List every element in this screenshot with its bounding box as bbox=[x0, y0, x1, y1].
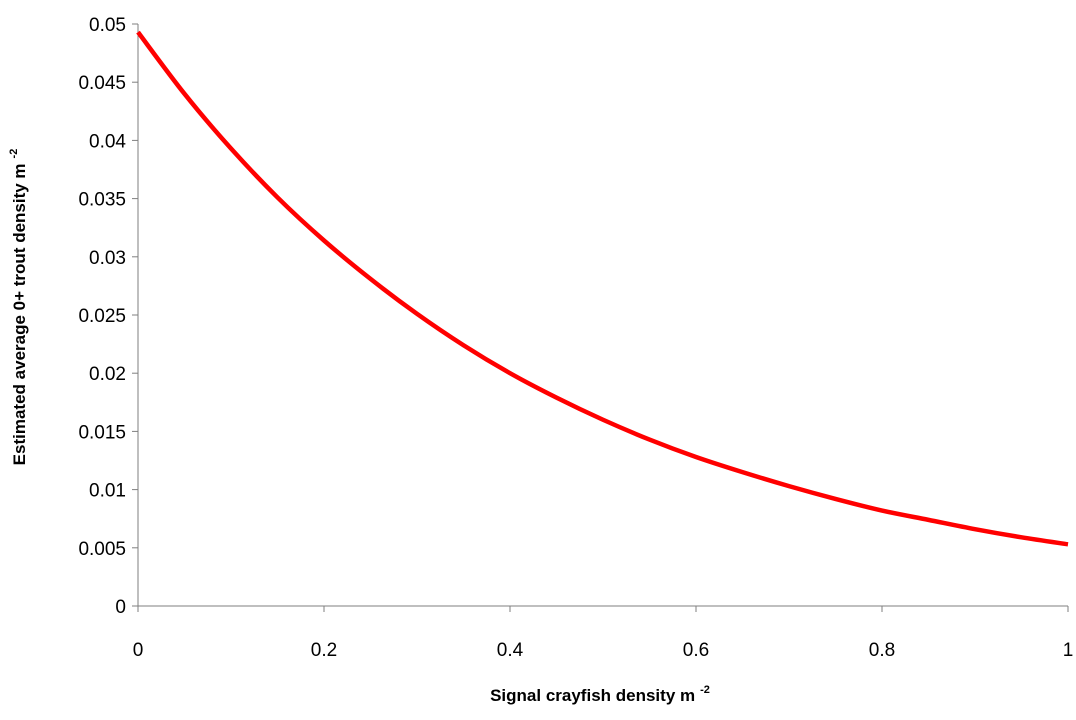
y-tick-label: 0.025 bbox=[78, 306, 126, 327]
y-axis: 0 0.005 0.01 0.015 0.02 0.025 0.03 0.035 0.04 0.0… bbox=[78, 15, 139, 618]
y-tick-label: 0.03 bbox=[89, 248, 126, 269]
y-axis-title-superscript: -2 bbox=[8, 149, 20, 159]
y-tick-label: 0 bbox=[115, 597, 126, 618]
x-axis: 0 0.2 0.4 0.6 0.8 1 bbox=[133, 605, 1074, 661]
y-tick-label: 0.02 bbox=[89, 364, 126, 385]
y-axis-title-text: Estimated average 0+ trout density m bbox=[10, 163, 29, 465]
series-line bbox=[136, 30, 1069, 547]
y-tick-label: 0.015 bbox=[78, 422, 126, 443]
x-tick-label: 1 bbox=[1063, 640, 1074, 661]
y-tick-label: 0.01 bbox=[89, 481, 126, 502]
y-tick-label: 0.045 bbox=[78, 73, 126, 94]
y-tick-label: 0.05 bbox=[89, 15, 126, 36]
y-tick-label: 0.04 bbox=[89, 131, 126, 152]
y-tick-label: 0.035 bbox=[78, 190, 126, 211]
x-tick-label: 0.6 bbox=[683, 640, 709, 661]
x-axis-title: Signal crayfish density m -2 bbox=[490, 684, 710, 705]
y-axis-title: Estimated average 0+ trout density m -2 bbox=[8, 149, 29, 466]
x-axis-title-text: Signal crayfish density m bbox=[490, 686, 695, 705]
x-tick-label: 0.4 bbox=[497, 640, 524, 661]
series-group bbox=[136, 30, 1069, 547]
x-tick-label: 0.2 bbox=[311, 640, 337, 661]
x-axis-title-superscript: -2 bbox=[700, 684, 710, 696]
x-tick-label: 0 bbox=[133, 640, 144, 661]
y-tick-label: 0.005 bbox=[78, 539, 126, 560]
x-tick-label: 0.8 bbox=[869, 640, 895, 661]
